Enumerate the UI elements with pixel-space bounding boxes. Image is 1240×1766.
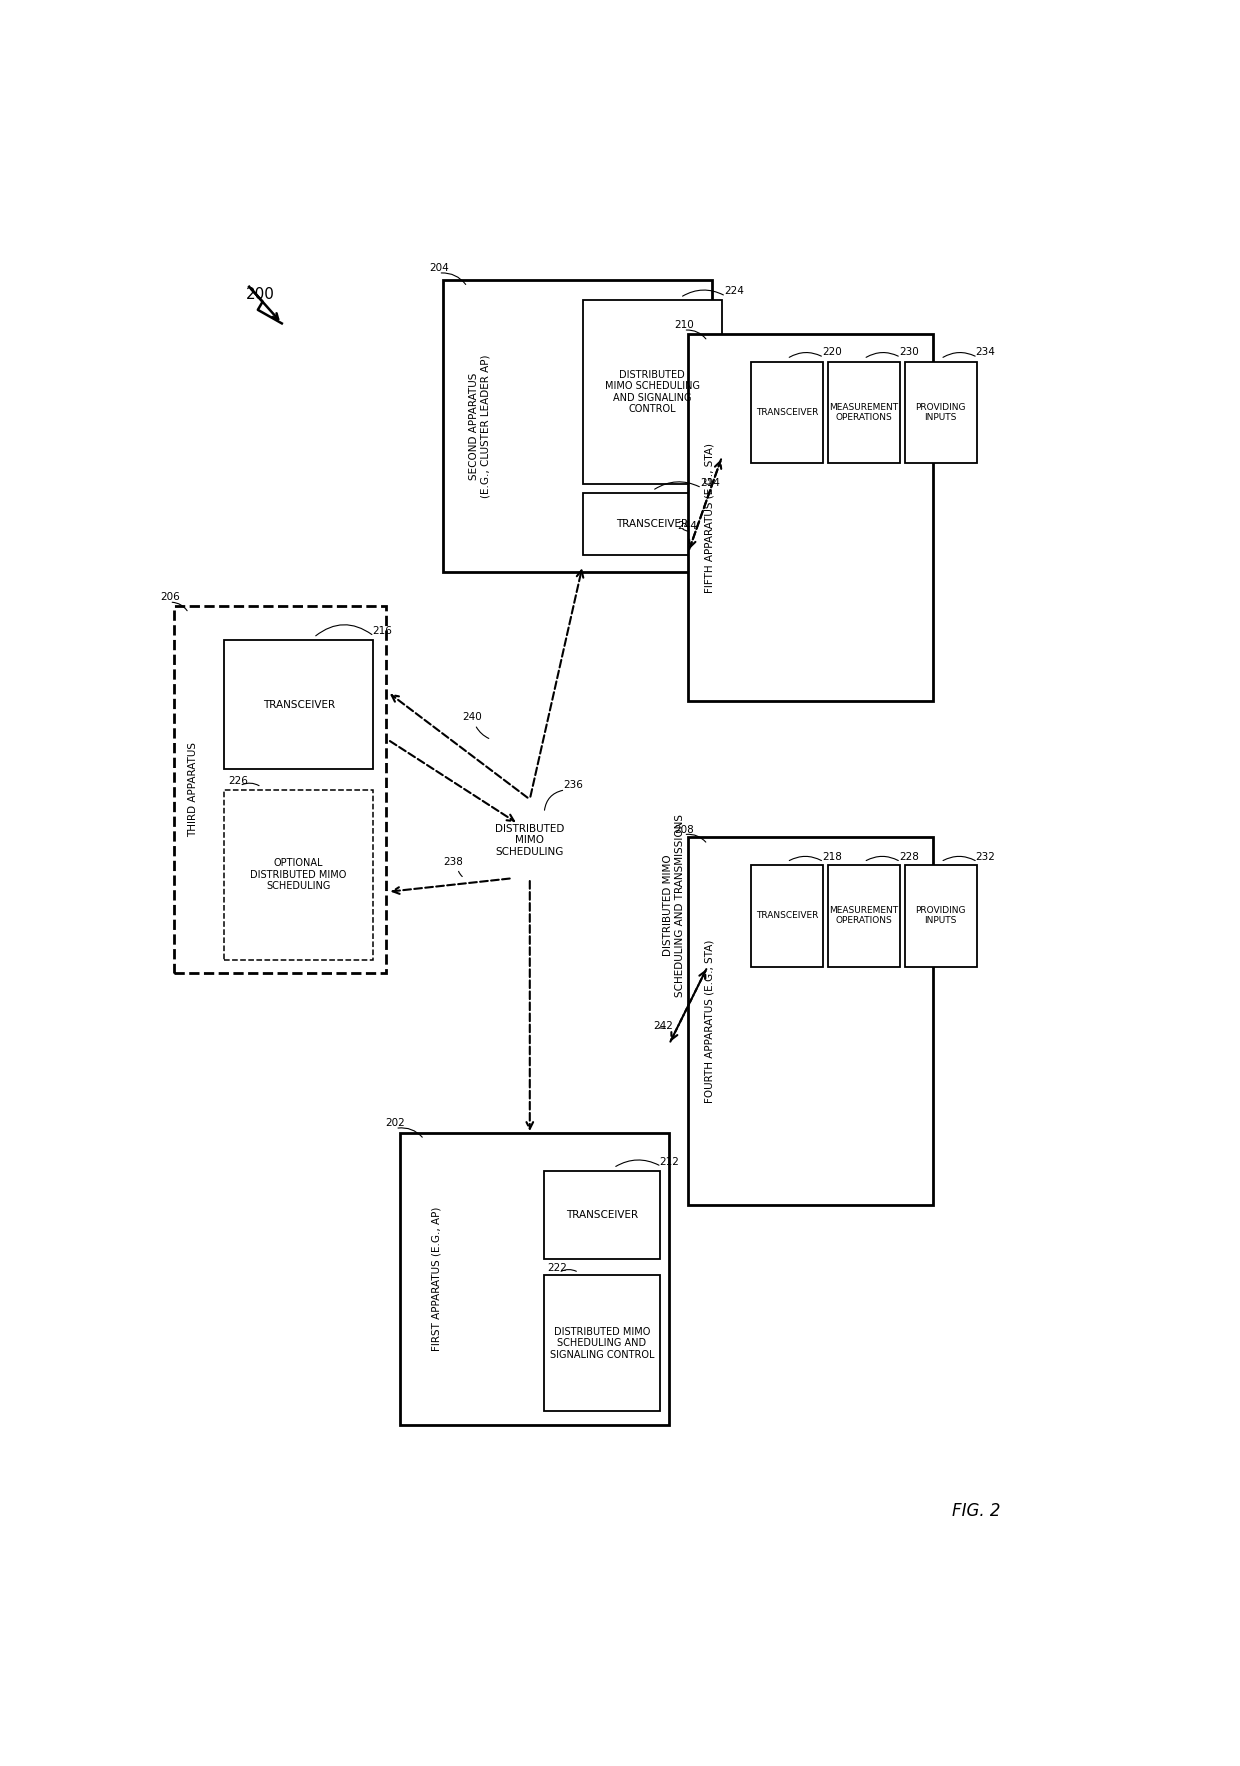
Text: 216: 216 [372,627,392,636]
Text: 236: 236 [563,781,583,789]
Text: 240: 240 [463,712,482,722]
Text: DISTRIBUTED MIMO
SCHEDULING AND
SIGNALING CONTROL: DISTRIBUTED MIMO SCHEDULING AND SIGNALIN… [549,1326,655,1360]
Text: TRANSCEIVER: TRANSCEIVER [565,1210,637,1220]
Text: OPTIONAL
DISTRIBUTED MIMO
SCHEDULING: OPTIONAL DISTRIBUTED MIMO SCHEDULING [250,858,347,892]
Bar [905,362,977,463]
Bar [544,1171,660,1259]
Text: 206: 206 [160,592,180,602]
Text: 238: 238 [443,857,463,867]
Text: FIG. 2: FIG. 2 [952,1503,1001,1521]
Text: 208: 208 [675,825,693,835]
Text: 200: 200 [247,286,275,302]
Text: 230: 230 [899,348,919,357]
Text: 212: 212 [660,1157,680,1167]
Text: FIFTH APPARATUS (E.G., STA): FIFTH APPARATUS (E.G., STA) [704,443,714,593]
Text: DISTRIBUTED
MIMO
SCHEDULING: DISTRIBUTED MIMO SCHEDULING [495,823,564,857]
Bar [905,865,977,966]
Text: 224: 224 [724,286,744,297]
Bar [401,1132,670,1425]
Text: 228: 228 [899,851,919,862]
Bar [688,334,934,701]
Text: DISTRIBUTED MIMO
SCHEDULING AND TRANSMISSIONS: DISTRIBUTED MIMO SCHEDULING AND TRANSMIS… [663,814,684,998]
Text: TRANSCEIVER: TRANSCEIVER [755,911,818,920]
Text: MEASUREMENT
OPERATIONS: MEASUREMENT OPERATIONS [830,403,898,422]
Bar [583,493,722,555]
Text: 232: 232 [976,851,996,862]
Text: SECOND APPARATUS
(E.G., CLUSTER LEADER AP): SECOND APPARATUS (E.G., CLUSTER LEADER A… [469,355,491,498]
Text: 226: 226 [228,775,248,786]
Text: 202: 202 [386,1118,405,1128]
Bar [751,865,823,966]
Text: 218: 218 [822,851,842,862]
Text: 222: 222 [547,1263,567,1273]
Bar [444,279,713,572]
Bar [544,1275,660,1411]
Text: FOURTH APPARATUS (E.G., STA): FOURTH APPARATUS (E.G., STA) [704,940,714,1102]
Bar [224,641,373,770]
Bar [751,362,823,463]
Text: MEASUREMENT
OPERATIONS: MEASUREMENT OPERATIONS [830,906,898,925]
Bar [224,789,373,961]
Text: TRANSCEIVER: TRANSCEIVER [263,699,335,710]
Text: FIRST APPARATUS (E.G., AP): FIRST APPARATUS (E.G., AP) [432,1206,441,1351]
Bar [174,606,386,973]
Text: 242: 242 [652,1021,672,1031]
Text: THIRD APPARATUS: THIRD APPARATUS [188,742,198,837]
Text: 210: 210 [675,320,693,330]
Text: DISTRIBUTED
MIMO SCHEDULING
AND SIGNALING
CONTROL: DISTRIBUTED MIMO SCHEDULING AND SIGNALIN… [605,369,699,415]
Text: TRANSCEIVER: TRANSCEIVER [755,408,818,417]
Bar [828,865,900,966]
Bar [688,837,934,1204]
Text: 244: 244 [677,521,697,532]
Bar [828,362,900,463]
Text: 220: 220 [822,348,842,357]
Text: 204: 204 [429,263,449,274]
Text: PROVIDING
INPUTS: PROVIDING INPUTS [915,906,966,925]
Text: PROVIDING
INPUTS: PROVIDING INPUTS [915,403,966,422]
Text: 234: 234 [976,348,996,357]
Text: TRANSCEIVER: TRANSCEIVER [616,519,688,530]
Text: 214: 214 [699,479,719,487]
Bar [583,300,722,484]
